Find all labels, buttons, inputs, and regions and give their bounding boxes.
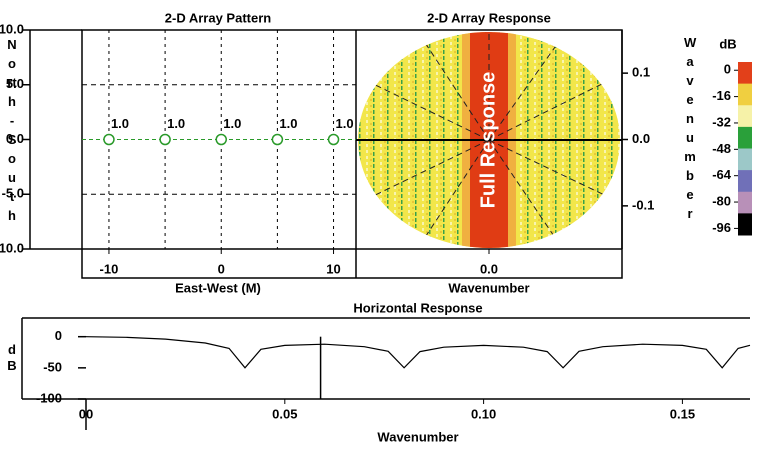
y-tick-label: -100	[36, 390, 62, 405]
colorbar-swatch	[738, 213, 752, 236]
chart-title: 2-D Array Response	[427, 10, 551, 25]
x-tick-label: 0.0	[480, 261, 498, 276]
annotation: Full Response	[477, 72, 499, 209]
x-tick-label: 00	[79, 406, 93, 421]
colorbar-swatch	[738, 148, 752, 171]
y-axis-label: North-South	[7, 37, 17, 223]
y-tick-label: 5.0	[6, 76, 24, 91]
y-tick-label: -10.0	[0, 240, 24, 255]
value-label: 1.0	[223, 116, 241, 131]
colorbar-swatch	[738, 170, 752, 193]
x-tick-label: 0.05	[272, 406, 297, 421]
colorbar-swatch	[738, 191, 752, 214]
x-axis-label: East-West (M)	[175, 280, 261, 295]
y-tick-label: -50	[43, 359, 62, 374]
x-tick-label: 10	[326, 261, 340, 276]
array-element	[159, 133, 171, 146]
colorbar-tick-label: 0	[724, 62, 731, 77]
response-image	[356, 32, 622, 248]
x-axis-label: Wavenumber	[377, 429, 458, 444]
colorbar-tick-label: -32	[712, 114, 731, 129]
value-label: 1.0	[336, 116, 354, 131]
colorbar-swatch	[738, 126, 752, 149]
value-label: 1.0	[167, 116, 185, 131]
y-axis-label: Wavenumber	[684, 35, 697, 221]
colorbar-swatch	[738, 62, 752, 85]
y-tick-label: 10.0	[0, 21, 24, 36]
colorbar-swatch	[738, 105, 752, 128]
array-element	[327, 133, 340, 146]
colorbar-tick-label: -96	[712, 220, 731, 235]
y-tick-label: 0.0	[632, 131, 650, 146]
colorbar-tick-label: -80	[712, 193, 731, 208]
y-tick-label: 0.0	[6, 131, 24, 146]
x-tick-label: -10	[100, 261, 119, 276]
x-tick-label: 0	[218, 261, 225, 276]
x-tick-label: 0.15	[670, 406, 695, 421]
chart-title: Horizontal Response	[353, 300, 482, 315]
array-element	[215, 133, 227, 146]
y-tick-label: 0.1	[632, 65, 650, 80]
value-label: 1.0	[279, 116, 297, 131]
colorbar-swatch	[738, 83, 752, 106]
array-element	[271, 133, 284, 146]
chart-title: 2-D Array Pattern	[165, 10, 272, 25]
x-tick-label: 0.10	[471, 406, 496, 421]
array-element	[103, 133, 115, 146]
response-line	[85, 336, 751, 369]
colorbar-tick-label: -64	[712, 167, 732, 182]
value-label: 1.0	[111, 116, 129, 131]
panel-frames	[21, 29, 750, 430]
x-axis-label: Wavenumber	[448, 280, 529, 295]
colorbar-tick-label: -16	[712, 88, 731, 103]
y-tick-label: 0	[55, 328, 62, 343]
colorbar-label: dB	[719, 36, 736, 51]
y-tick-label: -5.0	[2, 186, 24, 201]
colorbar-tick-label: -48	[712, 141, 731, 156]
y-axis-label: dB	[7, 342, 17, 373]
y-tick-label: -0.1	[632, 197, 654, 212]
